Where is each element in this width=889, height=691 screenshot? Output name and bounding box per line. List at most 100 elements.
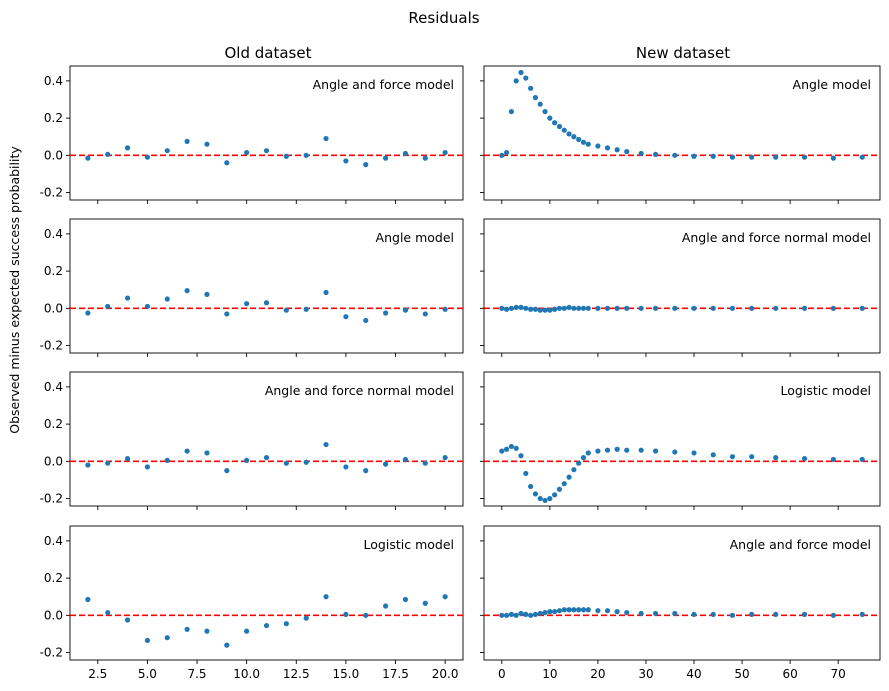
residual-point (323, 289, 329, 296)
residual-point (672, 449, 678, 455)
residual-point (283, 621, 289, 627)
residual-point (585, 607, 591, 613)
subplot-grid: -0.2 0.0 0.2 0.4 Angle and force model -0.2 0.… (40, 65, 881, 681)
residual-point (363, 612, 369, 618)
axes-frame (69, 525, 464, 661)
residual-point (576, 136, 582, 143)
residual-point (859, 456, 865, 463)
residual-point (532, 611, 539, 618)
residual-point (528, 612, 534, 618)
residual-point (542, 497, 548, 504)
residual-point (542, 609, 548, 616)
residual-point (124, 295, 131, 301)
residual-point (537, 101, 543, 107)
residual-point (283, 460, 289, 466)
residual-point (547, 495, 553, 502)
residual-point (566, 474, 572, 480)
residual-point (556, 123, 563, 130)
residual-point (552, 492, 558, 498)
axes-frame (483, 371, 881, 507)
y-tick-label: 0.4 (44, 380, 63, 394)
residual-point (552, 306, 558, 312)
residual-point (442, 455, 448, 461)
subplot-1-2: Logistic model (480, 371, 881, 510)
residual-point (561, 607, 567, 613)
residual-point (580, 305, 587, 311)
x-tick-label: 10.0 (233, 667, 260, 681)
y-tick-label: 0.2 (44, 111, 63, 125)
residual-point (263, 622, 270, 629)
residual-point (363, 162, 369, 168)
residual-point (552, 609, 558, 615)
residual-point (638, 150, 644, 157)
residual-point (244, 301, 250, 307)
residual-point (542, 108, 548, 115)
residual-point (513, 445, 519, 451)
residual-point (303, 306, 309, 312)
residual-point (691, 153, 697, 159)
residual-point (801, 154, 808, 160)
residual-point (323, 441, 329, 448)
residual-point (144, 303, 151, 310)
residual-point (604, 447, 611, 453)
y-tick-label: 0.2 (44, 571, 63, 585)
residual-point (585, 305, 591, 311)
residual-point (204, 450, 210, 456)
residual-point (523, 305, 529, 311)
residual-point (580, 455, 587, 461)
residual-point (710, 452, 716, 458)
residual-point (614, 147, 620, 153)
residual-point (523, 470, 529, 477)
residual-point (576, 607, 582, 613)
residual-point (503, 149, 510, 156)
residual-point (749, 154, 755, 160)
residual-point (85, 462, 91, 468)
model-annotation: Logistic model (781, 383, 871, 398)
x-tick-label: 20 (590, 667, 605, 681)
residual-point (323, 135, 329, 142)
residual-point (537, 307, 543, 313)
residual-point (773, 154, 779, 160)
residual-point (604, 145, 611, 151)
residual-point (224, 160, 230, 166)
model-annotation: Angle model (376, 230, 454, 245)
residual-point (523, 611, 529, 618)
residual-point (556, 608, 563, 614)
residual-point (224, 311, 230, 317)
residual-point (382, 461, 389, 467)
residual-point (729, 454, 736, 460)
residual-point (547, 609, 553, 615)
x-tick-label: 15.0 (333, 667, 360, 681)
residual-point (537, 610, 543, 617)
residual-point (244, 628, 250, 634)
residual-point (638, 305, 644, 311)
residual-point (710, 611, 716, 618)
residual-point (576, 305, 582, 311)
residual-point (204, 141, 210, 147)
residual-point (85, 596, 91, 603)
residual-point (402, 150, 409, 157)
residual-point (283, 307, 289, 313)
y-tick-label: -0.2 (40, 646, 63, 660)
residual-point (571, 467, 577, 473)
residual-point (532, 491, 539, 497)
residual-point (508, 305, 514, 311)
residual-point (585, 141, 591, 147)
residual-point (604, 608, 611, 614)
residual-point (773, 305, 779, 311)
residual-point (105, 303, 111, 310)
residual-point (614, 305, 620, 311)
residual-point (508, 108, 514, 115)
residual-point (859, 305, 865, 311)
residual-point (184, 138, 190, 144)
residual-point (672, 610, 678, 617)
residual-point (442, 306, 448, 312)
x-tick-label: 60 (782, 667, 797, 681)
residual-point (164, 148, 170, 154)
residual-point (624, 305, 630, 311)
residual-point (422, 460, 428, 466)
y-tick-label: 0.0 (44, 148, 63, 162)
residual-point (624, 447, 630, 453)
residual-point (164, 635, 170, 641)
residual-point (624, 609, 630, 616)
